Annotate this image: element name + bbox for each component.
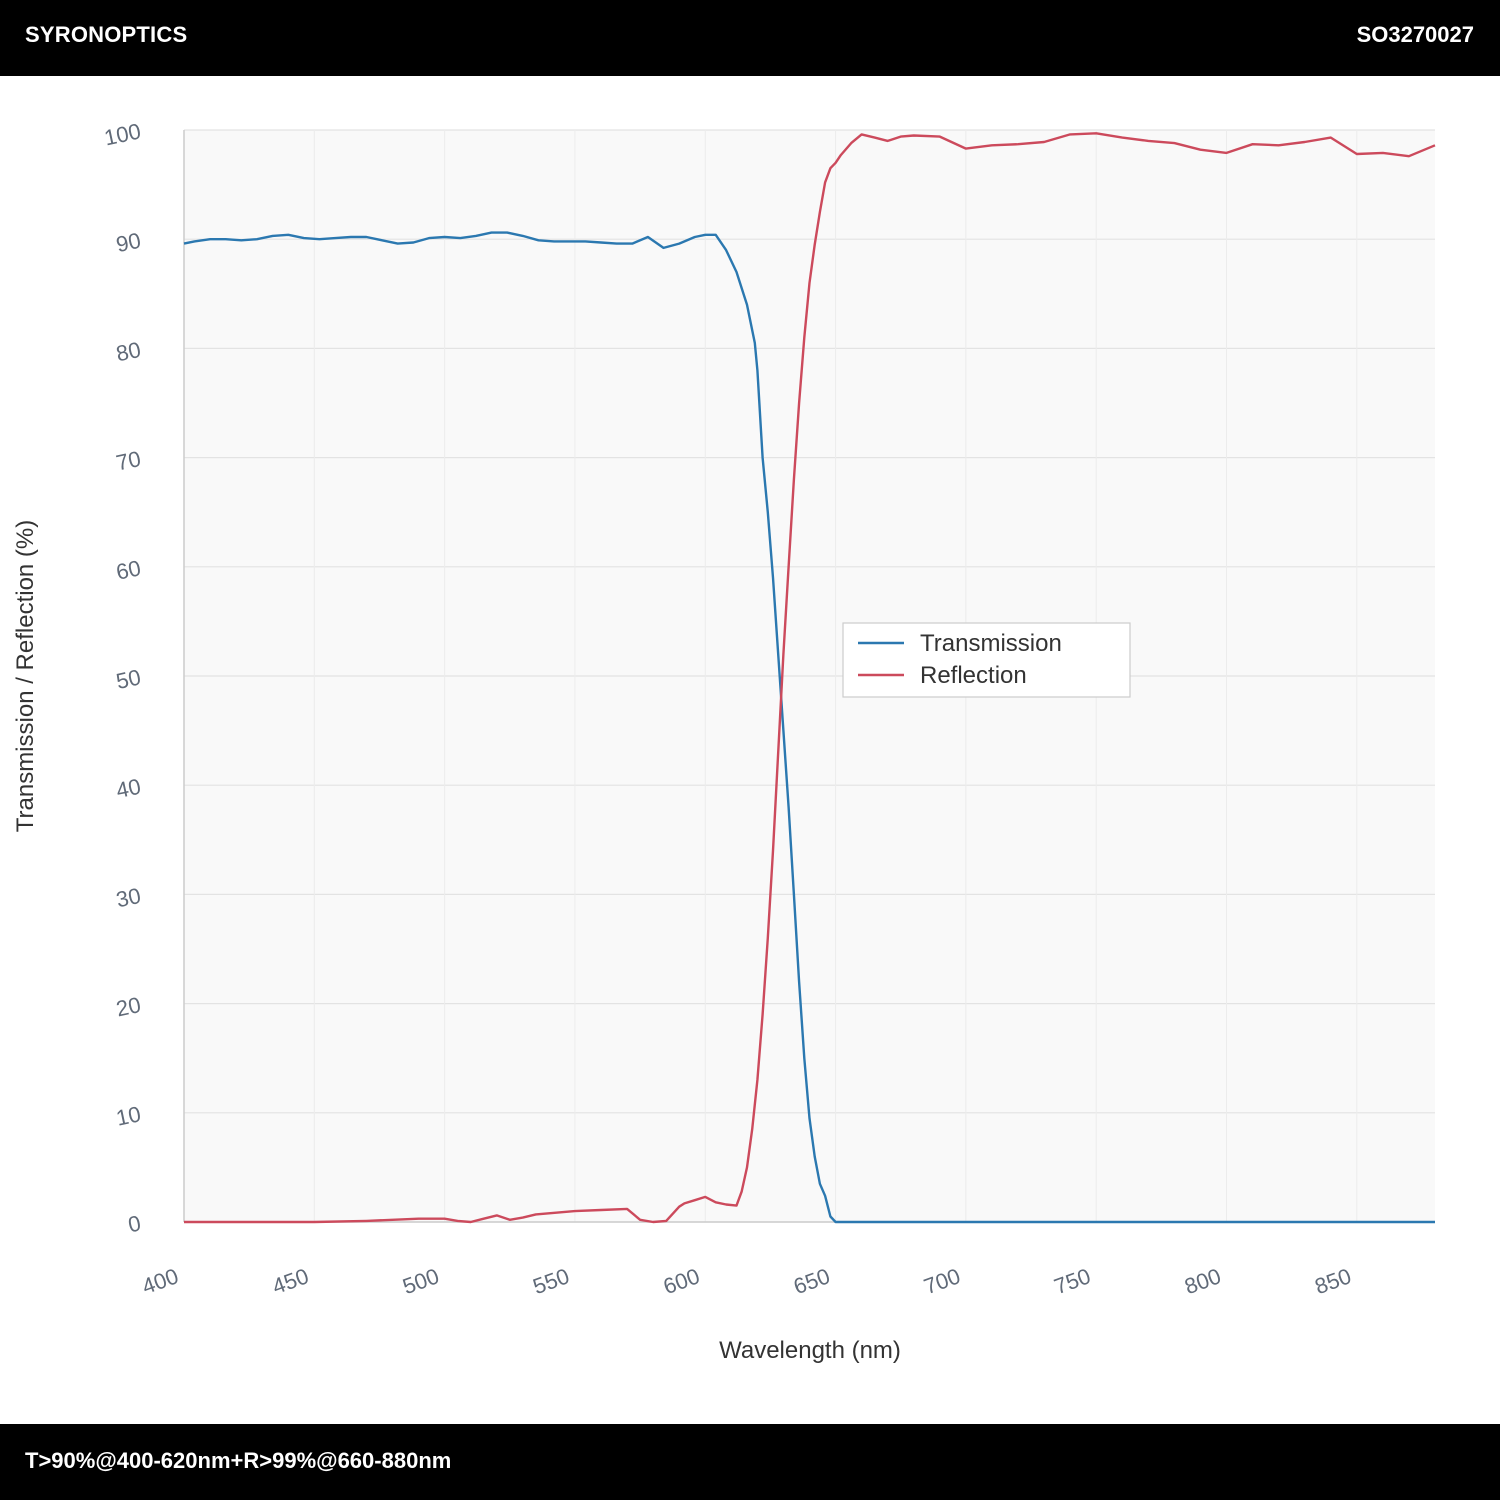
x-tick-label: 800 (1181, 1263, 1224, 1299)
y-tick-label: 50 (114, 664, 143, 694)
y-tick-label: 40 (114, 774, 143, 804)
series-lines (183, 132, 1436, 1224)
legend-label-transmission: Transmission (920, 630, 1062, 657)
x-tick-label: 650 (790, 1263, 833, 1299)
series-line-reflection (184, 132, 1436, 1224)
header-bar: SYRONOPTICS SO3270027 (0, 0, 1500, 76)
legend-box (842, 622, 1131, 698)
y-tick-label: 20 (114, 992, 143, 1022)
x-tick-label: 500 (399, 1263, 442, 1299)
x-tick-label: 550 (530, 1263, 573, 1299)
y-tick-label: 70 (114, 446, 143, 476)
legend: Transmission Reflection (842, 622, 1131, 698)
brand-name: SYRONOPTICS (25, 22, 188, 47)
y-tick-label: 90 (114, 228, 143, 258)
y-tick-label: 0 (126, 1210, 143, 1237)
y-axis-title: Transmission / Reflection (%) (12, 520, 39, 833)
legend-label-reflection: Reflection (920, 662, 1027, 689)
series-line-transmission (183, 231, 1435, 1224)
x-tick-label: 600 (660, 1263, 703, 1299)
x-tick-label: 750 (1051, 1263, 1094, 1299)
x-tick-label: 450 (269, 1263, 312, 1299)
x-tick-label: 850 (1311, 1263, 1354, 1299)
y-tick-label: 10 (114, 1101, 143, 1131)
spec-text: T>90%@400-620nm+R>99%@660-880nm (25, 1448, 452, 1473)
y-tick-label: 60 (114, 555, 143, 585)
y-tick-label: 100 (102, 118, 143, 150)
footer-bar: T>90%@400-620nm+R>99%@660-880nm (0, 1424, 1500, 1500)
part-number: SO3270027 (1356, 22, 1474, 47)
y-tick-label: 80 (114, 337, 143, 367)
x-axis-title: Wavelength (nm) (719, 1337, 901, 1364)
x-tick-label: 700 (921, 1263, 964, 1299)
x-tick-label: 400 (139, 1263, 182, 1299)
y-tick-label: 30 (114, 883, 143, 913)
